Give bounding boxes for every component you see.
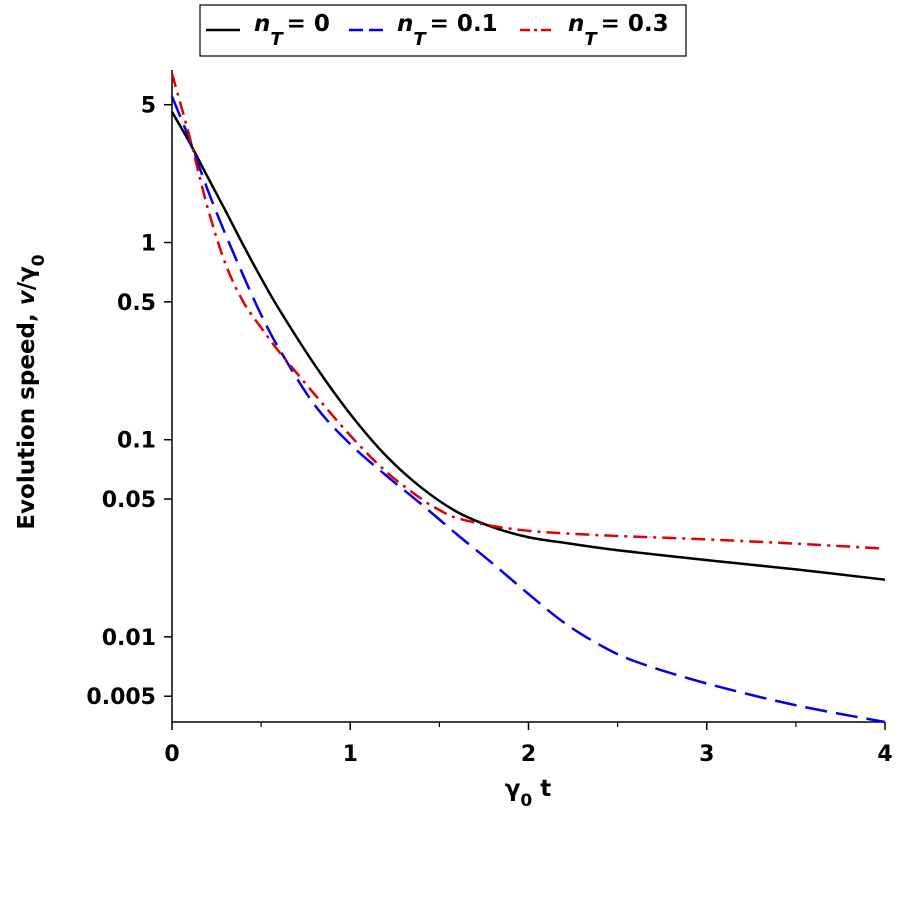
axes: 0 1 2 3 4 0.005 0.01 0.05 0.1 0.5 1 5: [86, 70, 893, 767]
y-axis-label: Evolution speed, v/γ0: [14, 254, 49, 529]
y-tick-label: 0.01: [102, 626, 156, 651]
series-line-2: [170, 73, 886, 550]
y-tick-label: 0.05: [102, 488, 156, 513]
x-tick-label: 1: [343, 742, 358, 767]
y-tick-label: 0.5: [117, 291, 156, 316]
x-tick-label: 3: [699, 742, 714, 767]
y-tick-label: 5: [141, 94, 156, 119]
x-tick-label: 4: [877, 742, 892, 767]
legend-box: [199, 4, 687, 57]
x-axis-label: γ0 t: [505, 776, 552, 811]
legend-label-2: nT= 0.3: [568, 11, 669, 50]
legend-label-0: nT= 0: [254, 11, 330, 50]
series-group: [170, 73, 886, 724]
series-line-1: [170, 96, 886, 724]
x-tick-label: 0: [164, 742, 179, 767]
x-tick-label: 2: [521, 742, 536, 767]
y-tick-label: 1: [141, 232, 156, 257]
series-line-0: [170, 111, 886, 581]
y-tick-label: 0.005: [86, 685, 156, 710]
legend: nT= 0 nT= 0.1 nT= 0.3: [199, 4, 687, 57]
y-tick-label: 0.1: [117, 429, 156, 454]
legend-label-1: nT= 0.1: [397, 11, 498, 50]
